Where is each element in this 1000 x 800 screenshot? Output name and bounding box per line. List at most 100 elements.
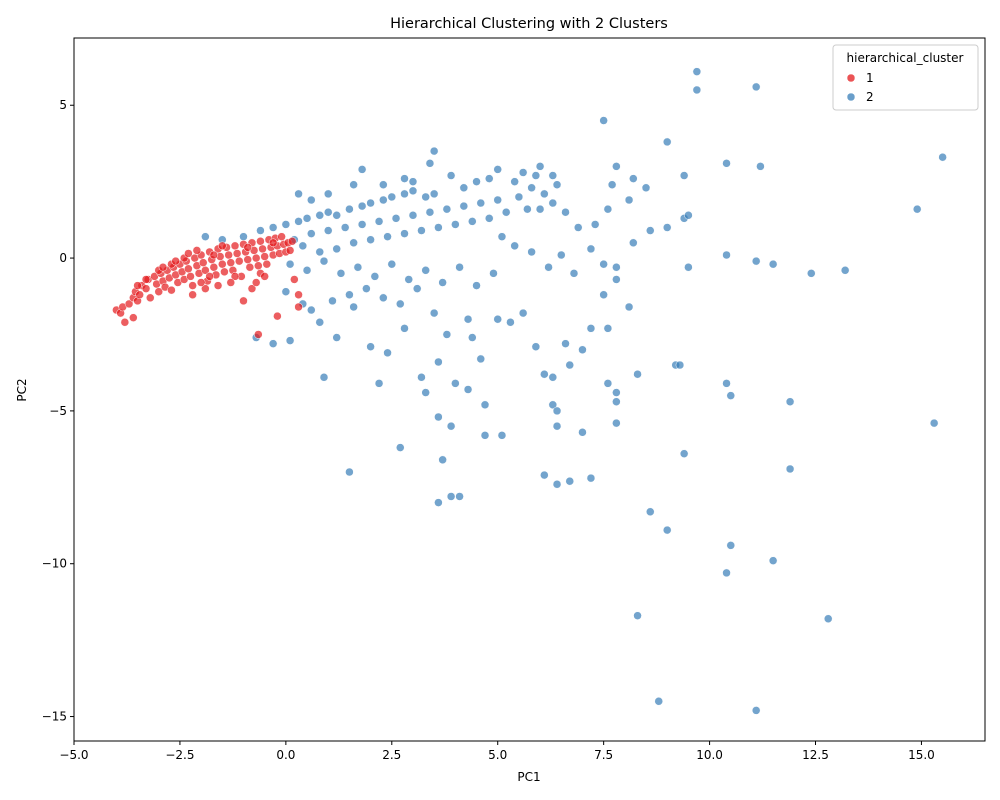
data-point-cluster-2 (323, 189, 333, 199)
data-point-cluster-2 (446, 421, 456, 431)
legend-marker-2 (846, 92, 856, 102)
data-point-cluster-2 (336, 269, 346, 278)
data-point-cluster-2 (590, 220, 600, 229)
data-point-cluster-2 (662, 223, 672, 232)
data-point-cluster-2 (400, 229, 409, 238)
data-point-cluster-1 (186, 272, 195, 281)
data-point-cluster-2 (633, 369, 642, 379)
data-point-cluster-2 (400, 189, 409, 199)
data-point-cluster-2 (340, 223, 350, 232)
data-point-cluster-2 (400, 174, 409, 183)
data-point-cluster-2 (349, 302, 358, 312)
data-point-cluster-1 (141, 284, 151, 293)
x-tick-label: 12.5 (802, 748, 829, 762)
data-point-cluster-1 (135, 290, 144, 299)
data-point-cluster-1 (294, 290, 303, 299)
data-point-cluster-2 (722, 568, 731, 578)
y-tick-label: 0 (59, 251, 67, 265)
data-point-cluster-2 (332, 211, 341, 220)
data-point-cluster-2 (357, 220, 367, 229)
data-point-cluster-2 (612, 418, 621, 428)
data-point-cluster-2 (463, 314, 473, 324)
data-point-cluster-2 (646, 507, 655, 517)
data-point-cluster-2 (552, 421, 562, 431)
data-point-cluster-1 (247, 284, 257, 293)
data-point-cluster-2 (938, 152, 947, 162)
data-point-cluster-1 (230, 241, 240, 251)
data-point-cluster-2 (523, 204, 532, 214)
data-point-cluster-2 (675, 360, 685, 370)
data-point-cluster-2 (586, 324, 596, 333)
data-point-cluster-2 (408, 211, 418, 220)
data-point-cluster-2 (417, 226, 426, 235)
data-point-cluster-2 (328, 296, 337, 306)
data-point-cluster-2 (408, 177, 418, 186)
data-point-cluster-1 (268, 238, 278, 248)
data-point-cluster-1 (239, 296, 248, 306)
legend-label-2: 2 (866, 90, 874, 104)
data-point-cluster-2 (468, 333, 477, 342)
data-point-cluster-2 (417, 373, 426, 382)
data-point-cluster-1 (251, 278, 261, 287)
data-point-cluster-2 (374, 379, 384, 388)
data-point-cluster-1 (184, 249, 193, 258)
data-point-cluster-2 (751, 256, 761, 266)
data-point-cluster-2 (438, 455, 447, 465)
data-point-cluster-2 (383, 232, 392, 241)
data-point-cluster-2 (412, 284, 422, 293)
data-point-cluster-2 (323, 207, 333, 217)
y-axis-ticks: 5 0 −5 −10 −15 (42, 98, 74, 724)
data-point-cluster-2 (599, 259, 608, 269)
data-point-cluster-2 (612, 262, 621, 272)
data-point-cluster-1 (171, 256, 180, 266)
data-point-cluster-2 (641, 183, 651, 193)
data-point-cluster-2 (434, 357, 443, 367)
data-point-cluster-2 (345, 204, 354, 214)
x-tick-label: 5.0 (488, 748, 507, 762)
x-tick-label: 2.5 (382, 748, 401, 762)
data-point-cluster-2 (586, 473, 596, 483)
data-point-cluster-1 (224, 250, 233, 260)
data-point-cluster-2 (603, 379, 613, 388)
data-point-cluster-2 (387, 192, 397, 202)
data-point-cluster-1 (232, 249, 242, 258)
data-point-cluster-2 (421, 388, 430, 397)
data-point-cluster-2 (302, 214, 312, 223)
legend-label-1: 1 (866, 71, 874, 85)
data-point-cluster-1 (290, 275, 299, 284)
data-point-cluster-1 (260, 252, 269, 261)
data-point-cluster-2 (285, 336, 295, 345)
data-point-cluster-2 (722, 159, 731, 168)
data-point-cluster-2 (662, 137, 672, 147)
data-point-cluster-2 (353, 262, 363, 272)
data-point-cluster-1 (209, 262, 219, 272)
data-point-cluster-2 (493, 314, 502, 324)
data-point-cluster-2 (548, 171, 558, 180)
data-point-cluster-1 (201, 284, 210, 293)
data-point-cluster-2 (480, 431, 490, 440)
data-point-cluster-1 (251, 253, 261, 263)
data-point-cluster-2 (476, 354, 486, 364)
data-point-cluster-2 (366, 235, 375, 244)
data-point-cluster-2 (268, 223, 278, 232)
data-point-cluster-2 (357, 165, 367, 174)
data-point-cluster-2 (578, 428, 587, 437)
data-point-cluster-2 (692, 85, 702, 95)
data-point-cluster-2 (552, 180, 562, 189)
data-point-cluster-1 (133, 281, 142, 290)
legend-title: hierarchical_cluster (847, 51, 964, 65)
data-point-cluster-2 (612, 388, 621, 397)
data-point-cluster-2 (442, 330, 452, 339)
data-point-cluster-2 (785, 464, 795, 474)
data-point-cluster-1 (198, 258, 208, 267)
data-point-cluster-2 (501, 207, 511, 217)
legend-box (832, 44, 979, 111)
data-point-cluster-2 (807, 269, 816, 278)
data-point-cluster-1 (213, 281, 223, 290)
data-point-cluster-2 (607, 180, 617, 189)
data-point-cluster-2 (544, 262, 553, 272)
data-point-cluster-2 (396, 299, 405, 309)
data-point-cluster-2 (455, 492, 464, 501)
data-point-cluster-2 (531, 342, 541, 351)
data-point-cluster-2 (484, 174, 494, 183)
